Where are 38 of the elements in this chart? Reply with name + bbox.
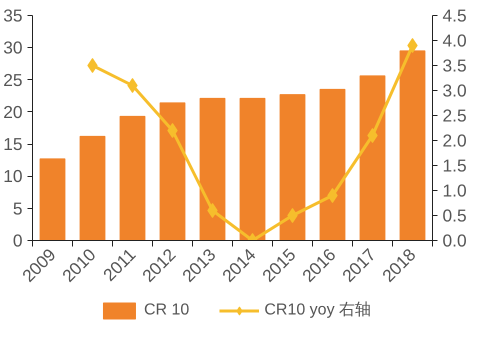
point [287,208,298,223]
bar [280,94,306,240]
y2-tick-label: 3.5 [442,56,467,76]
bar [120,116,146,240]
y2-tick-label: 1.0 [442,180,467,200]
y-tick-label: 5 [12,198,23,218]
y2-tick-label: 0.5 [442,206,467,226]
bar [200,98,226,240]
y2-tick-label: 1.5 [442,156,467,176]
bar [360,75,386,240]
y-tick-label: 10 [3,166,23,186]
legend-label: CR10 yoy 右轴 [264,300,372,320]
bar [320,88,346,240]
bar [80,136,106,240]
point [207,203,218,218]
y2-tick-label: 4.0 [442,30,467,50]
y-tick-label: 0 [12,230,23,250]
y2-tick-label: 4.5 [442,6,467,26]
point [407,38,418,53]
bar [400,50,426,240]
point [367,128,378,143]
bar [240,98,266,240]
y-tick-label: 35 [3,6,23,26]
y2-tick-label: 2.5 [442,106,467,126]
y2-tick-label: 2.0 [442,130,467,150]
y2-tick-label: 3.0 [442,80,467,100]
y2-tick-label: 0.0 [442,230,467,250]
y-tick-label: 25 [3,70,23,90]
point [127,78,138,93]
y-tick-label: 20 [3,102,23,122]
bar [40,158,66,240]
point [87,58,98,73]
legend-label: CR 10 [144,301,190,319]
point [327,188,338,203]
bar [160,102,186,240]
point [167,123,178,138]
y-tick-label: 15 [3,134,23,154]
y-tick-label: 30 [3,38,23,58]
